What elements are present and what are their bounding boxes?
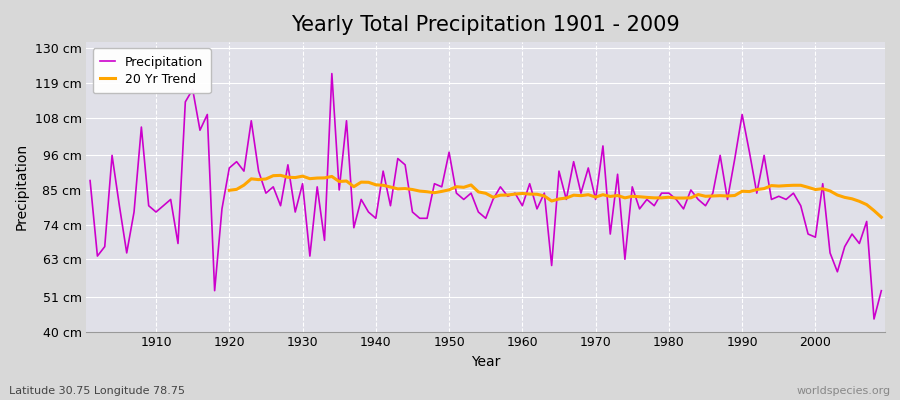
- Precipitation: [525, 181, 535, 186]
- Line: 20 Yr Trend: 20 Yr Trend: [230, 175, 881, 217]
- Title: Yearly Total Precipitation 1901 - 2009: Yearly Total Precipitation 1901 - 2009: [292, 15, 680, 35]
- Precipitation: [85, 178, 95, 183]
- X-axis label: Year: Year: [471, 355, 500, 369]
- 20 Yr Trend: [320, 176, 330, 180]
- 20 Yr Trend: [854, 199, 865, 204]
- Precipitation: [304, 254, 315, 258]
- Precipitation: [612, 172, 623, 177]
- 20 Yr Trend: [429, 190, 440, 195]
- Precipitation: [517, 203, 527, 208]
- Text: Latitude 30.75 Longitude 78.75: Latitude 30.75 Longitude 78.75: [9, 386, 185, 396]
- Precipitation: [356, 197, 366, 202]
- Precipitation: [868, 316, 879, 321]
- 20 Yr Trend: [876, 215, 886, 220]
- Precipitation: [876, 288, 886, 293]
- 20 Yr Trend: [773, 184, 784, 188]
- Line: Precipitation: Precipitation: [90, 74, 881, 319]
- Precipitation: [143, 203, 154, 208]
- 20 Yr Trend: [686, 196, 697, 200]
- Y-axis label: Precipitation: Precipitation: [15, 143, 29, 230]
- 20 Yr Trend: [224, 188, 235, 193]
- Text: worldspecies.org: worldspecies.org: [796, 386, 891, 396]
- 20 Yr Trend: [275, 173, 286, 178]
- Precipitation: [327, 71, 338, 76]
- Legend: Precipitation, 20 Yr Trend: Precipitation, 20 Yr Trend: [93, 48, 211, 93]
- 20 Yr Trend: [788, 183, 799, 188]
